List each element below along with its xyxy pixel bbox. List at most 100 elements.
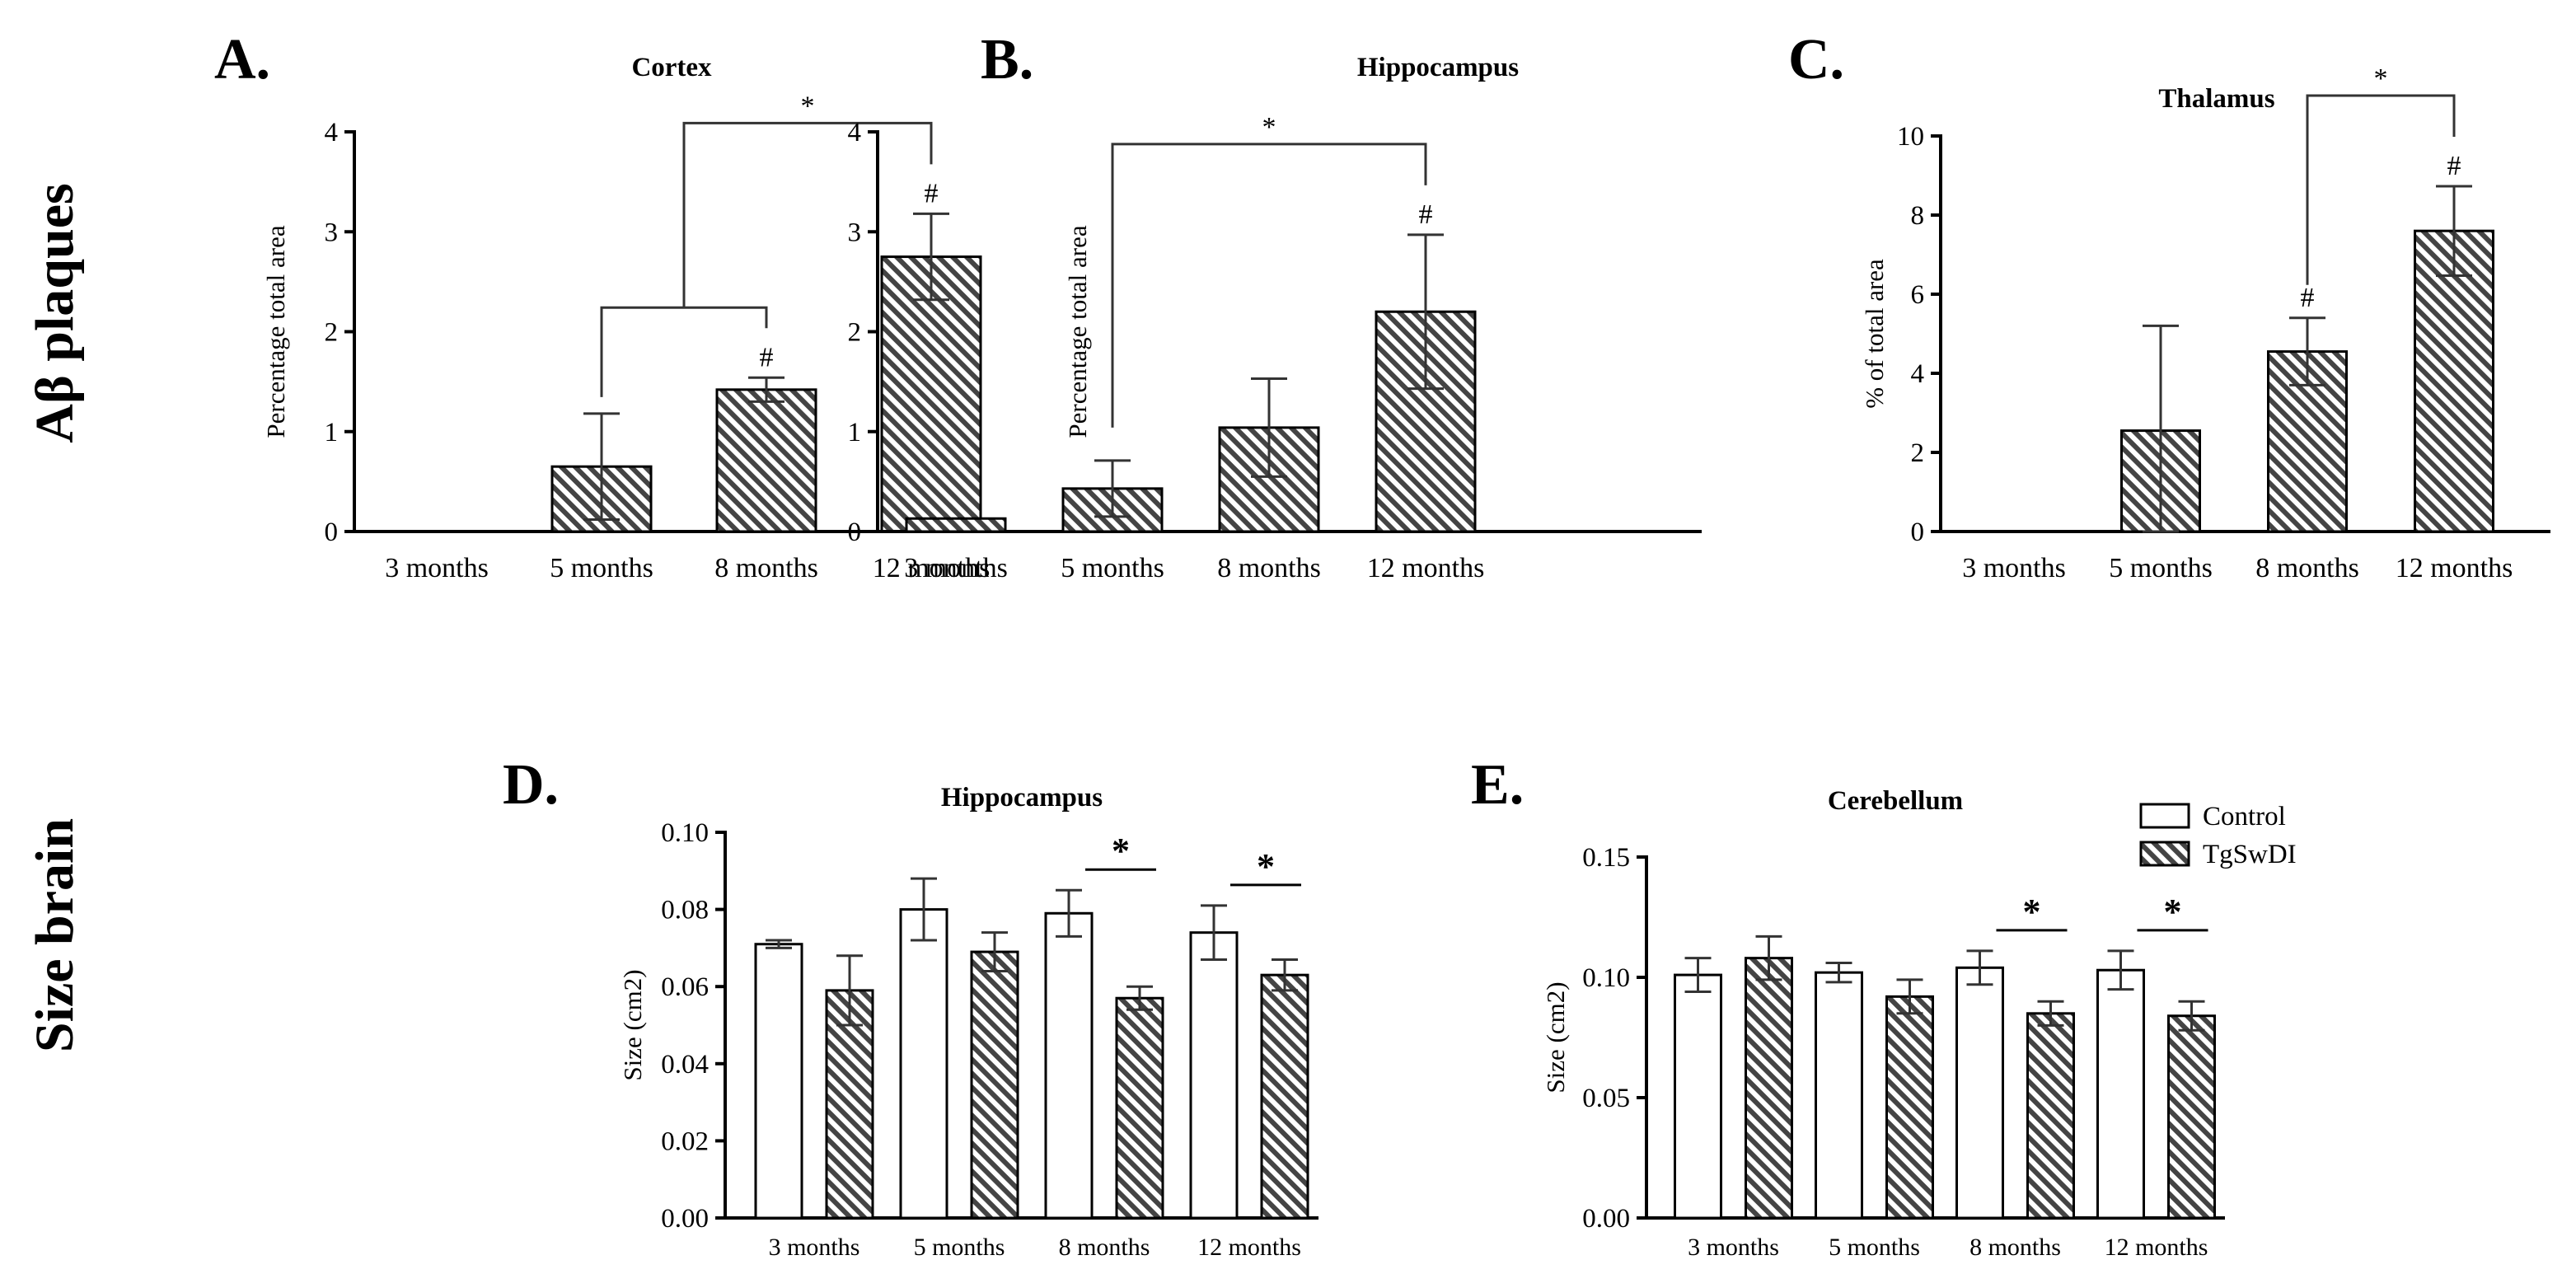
- bracket-sub: [600, 306, 768, 397]
- bar-control: [1674, 973, 1722, 1220]
- panel-title: Hippocampus: [1357, 53, 1519, 82]
- y-tick-label: 0: [325, 518, 339, 547]
- panel-a-cortex: A. Cortex 0 1 2 3 4 Percentage total area 3 mont…: [214, 28, 990, 583]
- y-axis-label: Percentage total area: [1063, 225, 1092, 438]
- y-tick-label: 2: [325, 318, 339, 348]
- panel-title: Cerebellum: [1828, 786, 1963, 816]
- bar-tgswdi: [2026, 1012, 2075, 1220]
- x-tick-label: 5 months: [550, 553, 653, 583]
- y-tick-label: 1: [848, 418, 862, 447]
- x-tick-label: 3 months: [1962, 553, 2066, 583]
- y-tick-label: 10: [1897, 122, 1924, 152]
- bar-control: [1189, 931, 1239, 1220]
- legend-label-control: Control: [2203, 802, 2286, 831]
- panel-title: Hippocampus: [941, 783, 1103, 813]
- hash-mark: #: [925, 178, 939, 208]
- bar: [905, 517, 1007, 533]
- x-tick-label: 3 months: [1688, 1234, 1779, 1261]
- significance-star: *: [1257, 846, 1275, 887]
- y-tick-label: 4: [1911, 359, 1925, 389]
- bar-control: [2096, 968, 2145, 1220]
- significance-star: *: [2374, 63, 2388, 94]
- y-tick-label: 1: [325, 418, 339, 447]
- x-tick-label: 5 months: [1829, 1234, 1920, 1261]
- x-tick-label: 12 months: [1367, 553, 1485, 583]
- bar: [2414, 229, 2494, 533]
- x-tick-label: 12 months: [2396, 553, 2513, 583]
- y-tick-label: 3: [848, 218, 862, 247]
- bar-control: [1955, 966, 2004, 1220]
- bar-tgswdi: [1885, 995, 1934, 1220]
- x-tick-label: 12 months: [2105, 1234, 2208, 1261]
- row-label-plaques: Aβ plaques: [25, 183, 85, 443]
- x-tick-label: 12 months: [1197, 1234, 1301, 1261]
- hash-mark: #: [760, 342, 774, 372]
- x-tick-label: 8 months: [1217, 553, 1321, 583]
- y-tick-label: 0.00: [661, 1204, 709, 1234]
- y-axis-label: % of total area: [1860, 259, 1889, 409]
- y-tick-label: 0.00: [1582, 1204, 1630, 1234]
- panel-e-cerebellum-size: E. Cerebellum 0.00 0.05 0.10 0.15 Size (cm2) 3 …: [1471, 753, 2297, 1261]
- bar-control: [1815, 971, 1863, 1220]
- significance-star: *: [2023, 892, 2041, 932]
- x-tick-label: 5 months: [914, 1234, 1005, 1261]
- panel-title: Cortex: [631, 53, 712, 82]
- hash-mark: #: [1419, 199, 1433, 230]
- significance-star: *: [1112, 831, 1130, 871]
- bar-tgswdi: [970, 950, 1019, 1220]
- bar-tgswdi: [1260, 973, 1309, 1220]
- bracket-main: [682, 121, 933, 308]
- y-tick-label: 0.05: [1582, 1084, 1630, 1113]
- panel-letter: C.: [1788, 28, 1844, 91]
- y-tick-label: 2: [1911, 438, 1925, 468]
- y-tick-label: 4: [325, 118, 339, 148]
- panel-b-hippocampus: B. Hippocampus 0 1 2 3 4 Percentage total area 3…: [848, 28, 1702, 583]
- bracket-main: [1111, 143, 1427, 428]
- significance-star: *: [1262, 112, 1276, 143]
- x-tick-label: 8 months: [714, 553, 818, 583]
- y-tick-label: 0.04: [661, 1050, 709, 1080]
- bracket-main: [2306, 94, 2456, 285]
- y-tick-label: 6: [1911, 280, 1925, 310]
- y-tick-label: 2: [848, 318, 862, 348]
- y-tick-label: 3: [325, 218, 339, 247]
- significance-star: *: [801, 91, 815, 121]
- y-tick-label: 0.02: [661, 1126, 709, 1156]
- legend-swatch-tgswdi: [2139, 841, 2190, 867]
- y-tick-label: 0.15: [1582, 843, 1630, 873]
- significance-star: *: [2164, 892, 2182, 932]
- legend-label-tgswdi: TgSwDI: [2203, 840, 2297, 869]
- bar-tgswdi: [2167, 1014, 2216, 1220]
- x-tick-label: 5 months: [2109, 553, 2213, 583]
- bar-tgswdi: [1115, 996, 1164, 1220]
- y-tick-label: 0: [1911, 518, 1925, 547]
- x-tick-label: 3 months: [904, 553, 1008, 583]
- row-label-size-brain: Size brain: [25, 818, 85, 1052]
- bar-tgswdi: [1745, 957, 1793, 1220]
- x-tick-label: 8 months: [2255, 553, 2359, 583]
- x-tick-label: 5 months: [1061, 553, 1164, 583]
- panel-d-hippocampus-size: D. Hippocampus 0.00 0.02 0.04 0.06 0.08 0.10 Siz…: [503, 753, 1318, 1261]
- y-tick-label: 4: [848, 118, 862, 148]
- bar-control: [899, 908, 948, 1220]
- panel-letter: A.: [214, 28, 270, 91]
- hash-mark: #: [2301, 283, 2315, 313]
- panel-c-thalamus: C. Thalamus 0 2 4 6 8 10 % of total area 3 months…: [1788, 28, 2550, 583]
- x-tick-label: 12 months: [873, 553, 991, 583]
- panel-title: Thalamus: [2158, 84, 2274, 114]
- hash-mark: #: [2447, 151, 2461, 181]
- y-tick-label: 0.06: [661, 972, 709, 1002]
- y-axis-label: Size (cm2): [618, 969, 647, 1080]
- y-axis-label: Percentage total area: [261, 225, 290, 438]
- x-tick-label: 8 months: [1969, 1234, 2061, 1261]
- panel-letter: D.: [503, 753, 559, 817]
- y-tick-label: 0: [848, 518, 862, 547]
- y-axis-label: Size (cm2): [1541, 981, 1570, 1093]
- panel-letter: B.: [981, 28, 1033, 91]
- y-tick-label: 0.08: [661, 896, 709, 925]
- x-tick-label: 3 months: [769, 1234, 860, 1261]
- legend-swatch-control: [2139, 803, 2190, 829]
- bar-control: [1044, 911, 1094, 1220]
- bar-tgswdi: [825, 989, 874, 1220]
